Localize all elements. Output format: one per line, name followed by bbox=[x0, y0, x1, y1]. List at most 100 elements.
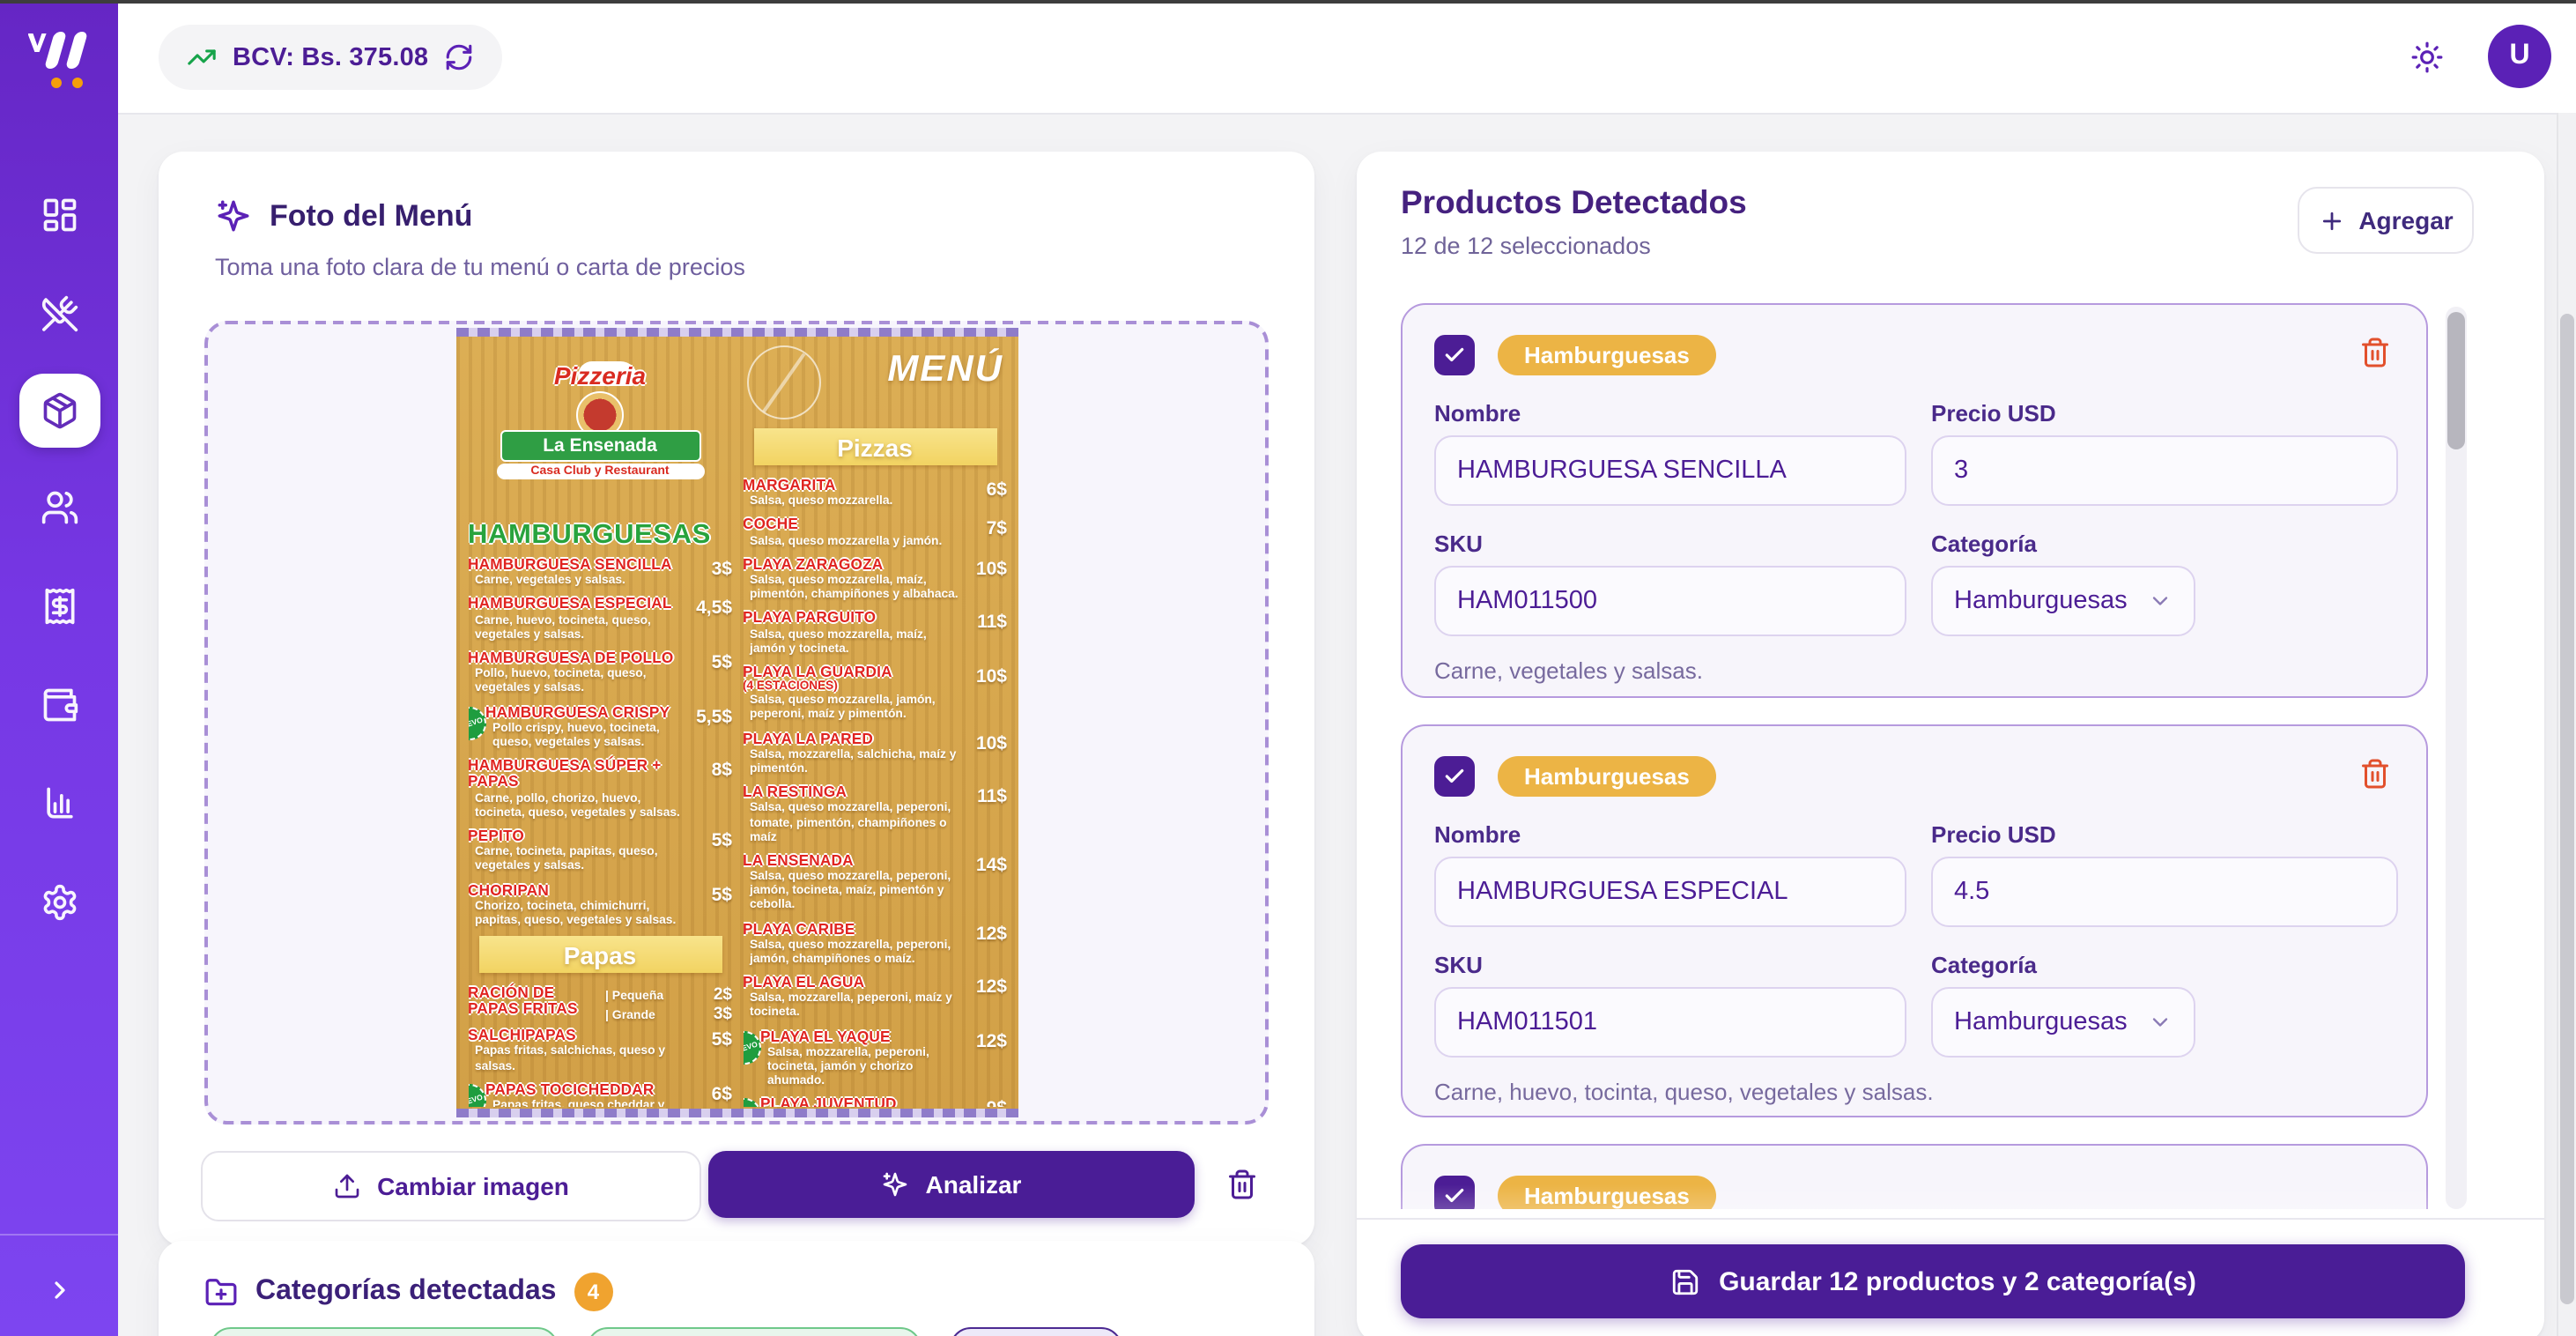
sidebar-item-products[interactable] bbox=[19, 374, 100, 448]
menu-item: HAMBURGUESA DE POLLO Pollo, huevo, tocine… bbox=[468, 648, 732, 695]
menu-photo-card: Foto del Menú Toma una foto clara de tu … bbox=[159, 152, 1314, 1246]
bcv-rate-label: BCV: Bs. 375.08 bbox=[233, 43, 429, 71]
menu-item: PLAYA EL AGUA Salsa, mozzarella, peperoni… bbox=[743, 973, 1007, 1020]
app-logo[interactable] bbox=[0, 0, 118, 118]
product-card: Hamburguesas Nombre HAMBURGUESA SENCILLA… bbox=[1401, 303, 2428, 698]
product-price-input[interactable]: 3 bbox=[1931, 435, 2398, 506]
delete-product-button[interactable] bbox=[2359, 758, 2395, 793]
sidebar-item-reports[interactable] bbox=[19, 765, 100, 842]
sparkles-icon bbox=[884, 1172, 907, 1197]
add-product-button[interactable]: Agregar bbox=[2298, 187, 2474, 254]
product-checkbox[interactable] bbox=[1434, 334, 1475, 375]
sidebar bbox=[0, 0, 118, 1336]
category-chip[interactable] bbox=[210, 1327, 559, 1336]
logo-w-icon bbox=[26, 26, 93, 93]
category-chip[interactable] bbox=[587, 1327, 922, 1336]
delete-product-button[interactable] bbox=[2359, 337, 2395, 372]
page-scrollbar bbox=[2557, 113, 2576, 1336]
menu-item: LA RESTINGA Salsa, queso mozzarella, pepe… bbox=[743, 783, 1007, 844]
products-title: Productos Detectados bbox=[1401, 183, 1747, 220]
trash-icon bbox=[1229, 1169, 1255, 1199]
menu-item: HAMBURGUESA ESPECIAL Carne, huevo, tocine… bbox=[468, 594, 732, 642]
menu-item: HAMBURGUESA SENCILLA Carne, vegetales y s… bbox=[468, 555, 732, 588]
category-chip[interactable] bbox=[950, 1327, 1122, 1336]
refresh-icon[interactable] bbox=[444, 42, 474, 72]
dashboard-icon bbox=[42, 198, 76, 232]
analyze-button[interactable]: Analizar bbox=[708, 1151, 1195, 1218]
menu-word-block: MENÚ bbox=[743, 342, 1007, 423]
sidebar-item-invoices[interactable] bbox=[19, 568, 100, 645]
sidebar-item-customers[interactable] bbox=[19, 469, 100, 546]
sidebar-divider bbox=[0, 1234, 118, 1236]
menu-brand-tagline: Casa Club y Restaurant bbox=[496, 464, 704, 479]
menu-column-left: Pizzeria La Ensenada Casa Club y Restaur… bbox=[468, 342, 732, 1107]
theme-toggle-button[interactable] bbox=[2400, 30, 2453, 83]
product-checkbox[interactable] bbox=[1434, 1175, 1475, 1209]
categories-card: Categorías detectadas 4 bbox=[159, 1241, 1314, 1336]
categories-header: Categorías detectadas 4 bbox=[204, 1273, 613, 1311]
menu-image-dropzone[interactable]: Pizzeria La Ensenada Casa Club y Restaur… bbox=[204, 321, 1269, 1124]
change-image-label: Cambiar imagen bbox=[377, 1172, 569, 1200]
menu-section-title: HAMBURGUESAS bbox=[468, 520, 711, 550]
name-label: Nombre bbox=[1434, 821, 1521, 848]
sidebar-expand-button[interactable] bbox=[0, 1255, 118, 1325]
change-image-button[interactable]: Cambiar imagen bbox=[201, 1151, 701, 1221]
folder-plus-icon bbox=[205, 1278, 237, 1305]
menu-item: PLAYA CARIBE Salsa, queso mozzarella, pep… bbox=[743, 919, 1007, 966]
menu-item: PLAYA LA GUARDIA (4 ESTACIONES) Salsa, que… bbox=[743, 662, 1007, 722]
bcv-rate-pill[interactable]: BCV: Bs. 375.08 bbox=[159, 25, 503, 90]
menu-item: NUEVO PLAYA EL YAQUE Salsa, mozzarella, pe… bbox=[743, 1026, 1007, 1089]
add-product-label: Agregar bbox=[2358, 206, 2454, 234]
user-avatar[interactable]: U bbox=[2488, 25, 2551, 88]
sidebar-item-settings[interactable] bbox=[19, 864, 100, 941]
product-category-chip: Hamburguesas bbox=[1498, 1175, 1716, 1209]
product-price-input[interactable]: 4.5 bbox=[1931, 857, 2398, 927]
detected-products-card: Productos Detectados 12 de 12 selecciona… bbox=[1357, 152, 2544, 1336]
menu-photo-image: Pizzeria La Ensenada Casa Club y Restaur… bbox=[455, 328, 1018, 1117]
sidebar-item-wallet[interactable] bbox=[19, 666, 100, 744]
settings-icon bbox=[42, 884, 76, 921]
users-icon bbox=[41, 491, 78, 524]
delete-image-button[interactable] bbox=[1226, 1169, 1262, 1204]
product-category-select[interactable]: Hamburguesas bbox=[1931, 987, 2195, 1058]
topbar: BCV: Bs. 375.08 U bbox=[118, 0, 2576, 115]
page-scrollbar-thumb[interactable] bbox=[2560, 314, 2574, 1304]
product-card: Hamburguesas bbox=[1401, 1144, 2428, 1209]
price-label: Precio USD bbox=[1931, 821, 2056, 848]
analyze-label: Analizar bbox=[925, 1170, 1022, 1199]
product-name-input[interactable]: HAMBURGUESA SENCILLA bbox=[1434, 435, 1906, 506]
menu-brand-banner: La Ensenada bbox=[500, 430, 700, 462]
chef-hat-icon bbox=[577, 361, 638, 386]
category-label: Categoría bbox=[1931, 531, 2037, 557]
menu-section-title: Pizzas bbox=[753, 428, 996, 465]
sidebar-item-restaurant[interactable] bbox=[19, 275, 100, 353]
menu-brand: Pizzeria bbox=[553, 361, 647, 390]
save-icon bbox=[1671, 1268, 1698, 1295]
package-icon bbox=[42, 392, 76, 429]
window-top-edge bbox=[0, 0, 2576, 4]
utensils-icon bbox=[41, 295, 78, 332]
wallet-icon bbox=[42, 688, 78, 722]
pizzeria-logo: Pizzeria La Ensenada Casa Club y Restaur… bbox=[468, 361, 732, 516]
product-sku-input[interactable]: HAM011500 bbox=[1434, 566, 1906, 636]
categories-count-badge: 4 bbox=[574, 1273, 613, 1311]
card-title: Foto del Menú bbox=[270, 198, 473, 232]
menu-item: HAMBURGUESA SÚPER + PAPAS Carne, pollo, c… bbox=[468, 756, 732, 820]
category-chip-row bbox=[210, 1327, 1122, 1336]
sidebar-item-dashboard[interactable] bbox=[19, 176, 100, 254]
product-sku-input[interactable]: HAM011501 bbox=[1434, 987, 1906, 1058]
chevron-down-icon bbox=[2152, 597, 2168, 605]
menu-item: CHORIPAN Chorizo, tocineta, chimichurri, … bbox=[468, 880, 732, 927]
product-name-input[interactable]: HAMBURGUESA ESPECIAL bbox=[1434, 857, 1906, 927]
category-label: Categoría bbox=[1931, 952, 2037, 978]
products-scrollbar-thumb[interactable] bbox=[2447, 312, 2465, 449]
product-category-chip: Hamburguesas bbox=[1498, 755, 1716, 796]
product-checkbox[interactable] bbox=[1434, 755, 1475, 796]
save-products-button[interactable]: Guardar 12 productos y 2 categoría(s) bbox=[1401, 1244, 2465, 1318]
menu-item: RACIÓN DE PAPAS FRITAS | Pequeña 2$ | Grand… bbox=[468, 983, 732, 1025]
product-category-select[interactable]: Hamburguesas bbox=[1931, 566, 2195, 636]
footer-divider bbox=[1357, 1218, 2544, 1220]
check-icon bbox=[1445, 346, 1464, 361]
menu-word: MENÚ bbox=[887, 349, 1003, 390]
